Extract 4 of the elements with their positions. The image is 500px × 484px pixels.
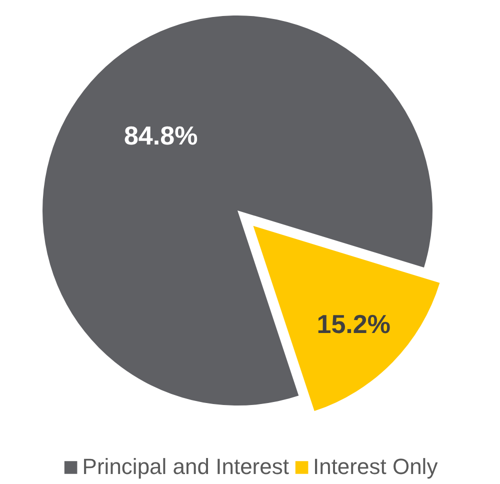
legend-label: Principal and Interest	[82, 454, 289, 480]
data-label: 84.8%	[124, 120, 198, 151]
legend-label: Interest Only	[312, 454, 438, 480]
data-label: 15.2%	[316, 309, 390, 340]
